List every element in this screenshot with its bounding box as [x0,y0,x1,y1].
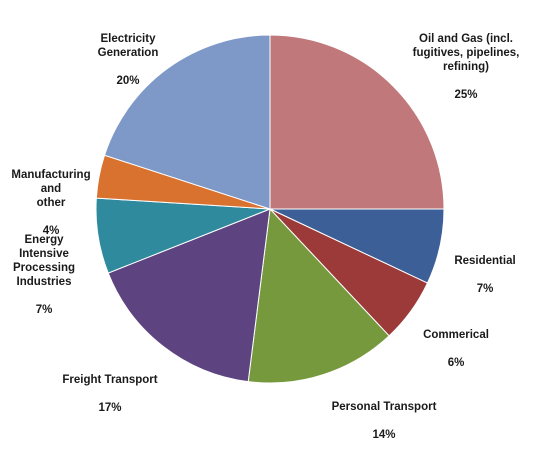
label-electricity-generation: Electricity Generation 20% [88,18,168,102]
label-personal-transport-value: 14% [372,429,396,441]
label-freight-transport-name: Freight Transport [62,374,158,386]
label-personal-transport-name: Personal Transport [331,401,437,413]
label-energy-intensive-value: 7% [35,304,53,316]
pie-plot-area [95,34,445,384]
label-commerical-name: Commerical [423,329,489,341]
label-residential-name: Residential [454,255,516,267]
pie-slice-5 [107,208,271,383]
label-residential-value: 7% [476,283,494,295]
pie-slice-1 [269,34,445,210]
label-personal-transport: Personal Transport 14% [326,386,442,456]
label-energy-intensive: Energy Intensive Processing Industries 7… [0,219,88,331]
label-residential: Residential 7% [450,240,520,310]
label-electricity-generation-value: 20% [116,75,140,87]
pie-slice-8 [103,34,271,210]
label-electricity-generation-name: Electricity Generation [97,33,159,59]
label-energy-intensive-name: Energy Intensive Processing Industries [13,234,75,288]
label-freight-transport: Freight Transport 17% [58,359,162,429]
pie-chart: Oil and Gas (incl. fugitives, pipelines,… [0,18,536,441]
label-oil-and-gas-name: Oil and Gas (incl. fugitives, pipelines,… [412,33,520,73]
label-oil-and-gas: Oil and Gas (incl. fugitives, pipelines,… [396,18,536,116]
label-manufacturing-value: 4% [42,225,60,237]
label-manufacturing: Manufacturing and other 4% [0,154,102,252]
label-commerical-value: 6% [447,357,465,369]
label-freight-transport-value: 17% [98,402,122,414]
label-commerical: Commerical 6% [420,314,492,384]
pie-slice-4 [247,207,390,384]
label-oil-and-gas-value: 25% [454,89,478,101]
label-manufacturing-name: Manufacturing and other [11,169,91,209]
